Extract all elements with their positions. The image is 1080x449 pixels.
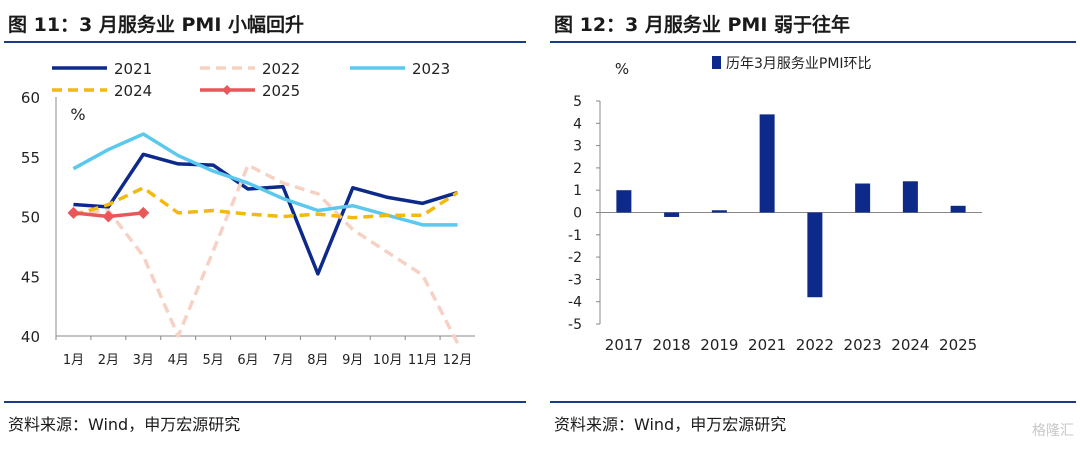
series-point-2025 [67, 206, 80, 219]
series-line-2021 [73, 152, 459, 276]
left-source-note: 资料来源：Wind，申万宏源研究 [8, 415, 241, 434]
x-tick-label: 12月 [443, 353, 473, 368]
x-tick-label: 11月 [408, 353, 438, 368]
y-tick-label: -4 [568, 295, 582, 311]
bar-2023 [855, 183, 871, 213]
legend-label: 历年3月服务业PMI环比 [726, 56, 872, 72]
y-unit-label: % [70, 105, 85, 124]
right-bar-chart: 5 4 3 2 1 0 -1 -2 -3 -4 -5% 2017 2018 2019 2021 2022 202… [568, 56, 982, 354]
y-tick-label: 45 [21, 268, 40, 286]
bar-2018 [664, 212, 680, 217]
left-title-rule [4, 41, 526, 43]
x-tick-label: 6月 [237, 353, 258, 368]
right-title-rule [550, 41, 1076, 43]
left-chart-title: 图 11：3 月服务业 PMI 小幅回升 [8, 14, 305, 36]
x-tick-label: 8月 [307, 353, 328, 368]
y-tick-label: 2 [573, 161, 582, 177]
x-tick-label: 1月 [63, 353, 84, 368]
bar-2017 [616, 190, 632, 213]
x-tick-label: 9月 [342, 353, 363, 368]
x-tick-label: 4月 [168, 353, 189, 368]
x-tick-label: 2025 [939, 336, 977, 354]
series-point-2025 [102, 210, 115, 223]
y-tick-label: 60 [21, 89, 40, 107]
left-chart-panel: 图 11：3 月服务业 PMI 小幅回升 40 45 50 55 60% 1月 2月 3月 4月… [0, 0, 530, 449]
y-tick-label: 0 [573, 206, 582, 222]
legend-marker-2025 [222, 85, 232, 95]
x-tick-label: 2019 [700, 336, 738, 354]
x-tick-label: 2024 [891, 336, 929, 354]
y-tick-label: 5 [573, 94, 582, 110]
y-tick-label: 4 [573, 116, 582, 132]
x-tick-label: 3月 [133, 353, 154, 368]
y-tick-label: 50 [21, 209, 40, 227]
y-tick-label: 55 [21, 149, 40, 167]
y-tick-label: 1 [573, 183, 582, 199]
legend-label-2024: 2024 [114, 82, 152, 100]
x-tick-label: 2017 [605, 336, 643, 354]
bar-2025 [950, 205, 966, 213]
right-chart-panel: 图 12：3 月服务业 PMI 弱于往年 5 4 3 2 1 0 -1 -2 -3 -4 -5% 20… [546, 0, 1080, 449]
right-chart-title: 图 12：3 月服务业 PMI 弱于往年 [554, 14, 851, 36]
y-unit-label: % [615, 60, 629, 78]
y-tick-label: -3 [568, 272, 582, 288]
legend-label-2021: 2021 [114, 60, 152, 78]
x-tick-label: 10月 [373, 353, 403, 368]
x-tick-label: 7月 [272, 353, 293, 368]
legend-label-2025: 2025 [262, 82, 300, 100]
left-source-rule [4, 401, 526, 403]
bar-2022 [807, 212, 823, 298]
x-tick-label: 5月 [202, 353, 223, 368]
x-tick-label: 2018 [653, 336, 691, 354]
bar-2019 [711, 210, 727, 213]
x-tick-label: 2021 [748, 336, 786, 354]
y-tick-label: -5 [568, 317, 582, 333]
right-source-note: 资料来源：Wind，申万宏源研究 [554, 415, 787, 434]
series-line-2022 [73, 163, 460, 344]
legend-swatch [712, 56, 721, 69]
watermark-logo: 格隆汇 [1032, 423, 1074, 439]
series-point-2025 [137, 206, 150, 219]
y-tick-label: -2 [568, 250, 582, 266]
legend-label-2022: 2022 [262, 60, 300, 78]
x-tick-label: 2022 [796, 336, 834, 354]
series-line-2024 [72, 186, 459, 220]
x-tick-label: 2月 [98, 353, 119, 368]
right-source-rule [550, 401, 1076, 403]
bar-2024 [902, 181, 918, 213]
left-line-chart: 40 45 50 55 60% 1月 2月 3月 4月 5月 6月 7月 8月 9月 10月 11月 12月 20… [21, 60, 475, 368]
y-tick-label: 3 [573, 139, 582, 155]
series-line-2023 [72, 132, 458, 227]
y-tick-label: -1 [568, 228, 582, 244]
y-tick-label: 40 [21, 328, 40, 346]
x-tick-label: 2023 [844, 336, 882, 354]
legend-label-2023: 2023 [412, 60, 450, 78]
bar-2021 [759, 114, 775, 213]
